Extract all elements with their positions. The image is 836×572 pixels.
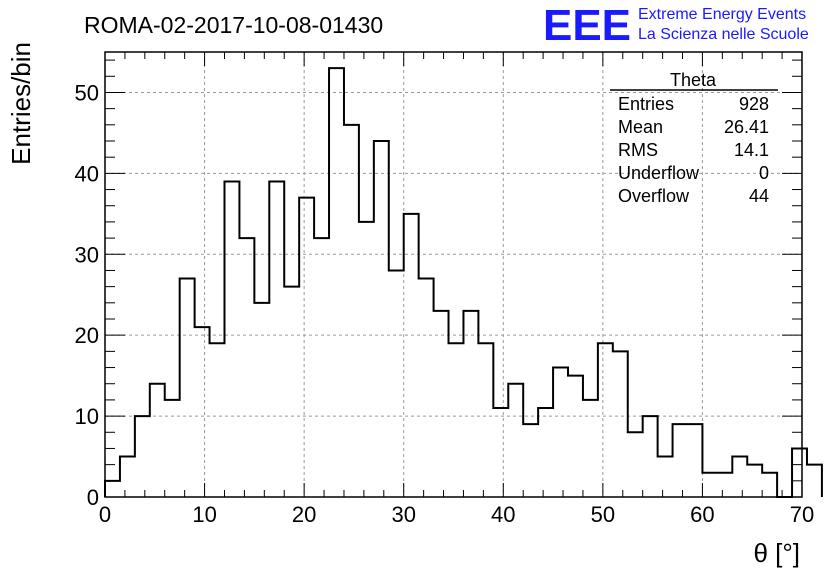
- histogram-bin: [493, 408, 508, 497]
- stats-box: Theta Entries 928 Mean 26.41 RMS 14.1 Underflo…: [610, 70, 778, 206]
- y-axis-label: Entries/bin: [6, 42, 36, 165]
- histogram-bin: [628, 432, 643, 497]
- histogram-bin: [284, 287, 299, 497]
- histogram-bin: [299, 198, 314, 497]
- logo-letters: EEE: [543, 1, 631, 50]
- histogram-bin: [254, 303, 269, 497]
- histogram-bin: [165, 400, 180, 497]
- y-tick-label: 40: [75, 161, 99, 186]
- histogram-bin: [553, 368, 568, 497]
- histogram-bin: [687, 424, 702, 497]
- histogram-bin: [523, 424, 538, 497]
- histogram-bin: [419, 279, 434, 497]
- x-tick-label: 20: [292, 502, 316, 527]
- stats-row-label: Mean: [618, 117, 663, 137]
- stats-row-value: 14.1: [734, 140, 769, 160]
- histogram-bin: [404, 214, 419, 497]
- stats-row-value: 928: [739, 94, 769, 114]
- histogram-bin: [568, 376, 583, 497]
- histogram-bin: [643, 416, 658, 497]
- x-tick-label: 10: [192, 502, 216, 527]
- histogram-bin: [762, 473, 777, 497]
- histogram-bin: [434, 311, 449, 497]
- histogram-bin: [180, 279, 195, 497]
- x-tick-label: 40: [491, 502, 515, 527]
- histogram-bin: [374, 141, 389, 497]
- y-tick-label: 30: [75, 242, 99, 267]
- histogram-bin: [658, 457, 673, 497]
- histogram-bin: [210, 343, 225, 497]
- histogram-bin: [359, 222, 374, 497]
- histogram-bin: [314, 238, 329, 497]
- y-tick-label: 0: [87, 485, 99, 510]
- histogram-bin: [538, 408, 553, 497]
- stats-row-label: Overflow: [618, 186, 690, 206]
- histogram-bin: [105, 481, 120, 497]
- histogram-bin: [613, 351, 628, 497]
- histogram-bin: [478, 343, 493, 497]
- grid-lines: [105, 52, 802, 497]
- stats-title: Theta: [670, 70, 717, 90]
- histogram-bin: [224, 181, 239, 497]
- histogram-bin: [792, 448, 807, 497]
- histogram-bin: [747, 465, 762, 497]
- histogram-bin: [598, 343, 613, 497]
- histogram-bin: [269, 181, 284, 497]
- eee-logo: EEE Extreme Energy Events La Scienza nel…: [543, 1, 809, 50]
- histogram-bin: [150, 384, 165, 497]
- histogram-bin: [239, 238, 254, 497]
- histogram-bin: [449, 343, 464, 497]
- histogram-bin: [329, 68, 344, 497]
- x-tick-label: 70: [790, 502, 814, 527]
- x-tick-label: 50: [591, 502, 615, 527]
- stats-row-value: 44: [749, 186, 769, 206]
- stats-row-value: 0: [759, 163, 769, 183]
- histogram-bin: [807, 465, 822, 497]
- histogram-bin: [702, 473, 717, 497]
- tick-labels: 0 10 20 30 40 50 60 70 0 10 20 30 40 50: [75, 80, 815, 527]
- logo-line-2: La Scienza nelle Scuole: [638, 26, 809, 43]
- histogram-bars: [104, 67, 823, 498]
- stats-row-value: 26.41: [724, 117, 769, 137]
- chart-title: ROMA-02-2017-10-08-01430: [84, 12, 383, 38]
- x-tick-label: 0: [99, 502, 111, 527]
- x-tick-label: 60: [690, 502, 714, 527]
- histogram-bin: [120, 457, 135, 497]
- y-tick-label: 10: [75, 404, 99, 429]
- stats-row-label: Entries: [618, 94, 674, 114]
- plot-frame: [104, 51, 803, 498]
- histogram-outline: [104, 67, 823, 498]
- stats-rows: Entries 928 Mean 26.41 RMS 14.1 Underflow 0 Over…: [618, 94, 769, 206]
- y-tick-label: 50: [75, 80, 99, 105]
- histogram-bin: [463, 311, 478, 497]
- histogram-bin: [135, 416, 150, 497]
- x-axis-label: θ [°]: [753, 538, 800, 568]
- histogram-bin: [673, 424, 688, 497]
- logo-line-1: Extreme Energy Events: [638, 6, 806, 23]
- histogram-bin: [508, 384, 523, 497]
- axes: [104, 51, 803, 498]
- histogram-bin: [389, 270, 404, 497]
- histogram-bin: [344, 125, 359, 497]
- histogram-bin: [583, 400, 598, 497]
- histogram-bin: [732, 457, 747, 497]
- histogram-bin: [717, 473, 732, 497]
- stats-row-label: Underflow: [618, 163, 700, 183]
- histogram-bin: [195, 327, 210, 497]
- stats-row-label: RMS: [618, 140, 658, 160]
- x-tick-label: 30: [391, 502, 415, 527]
- y-tick-label: 20: [75, 323, 99, 348]
